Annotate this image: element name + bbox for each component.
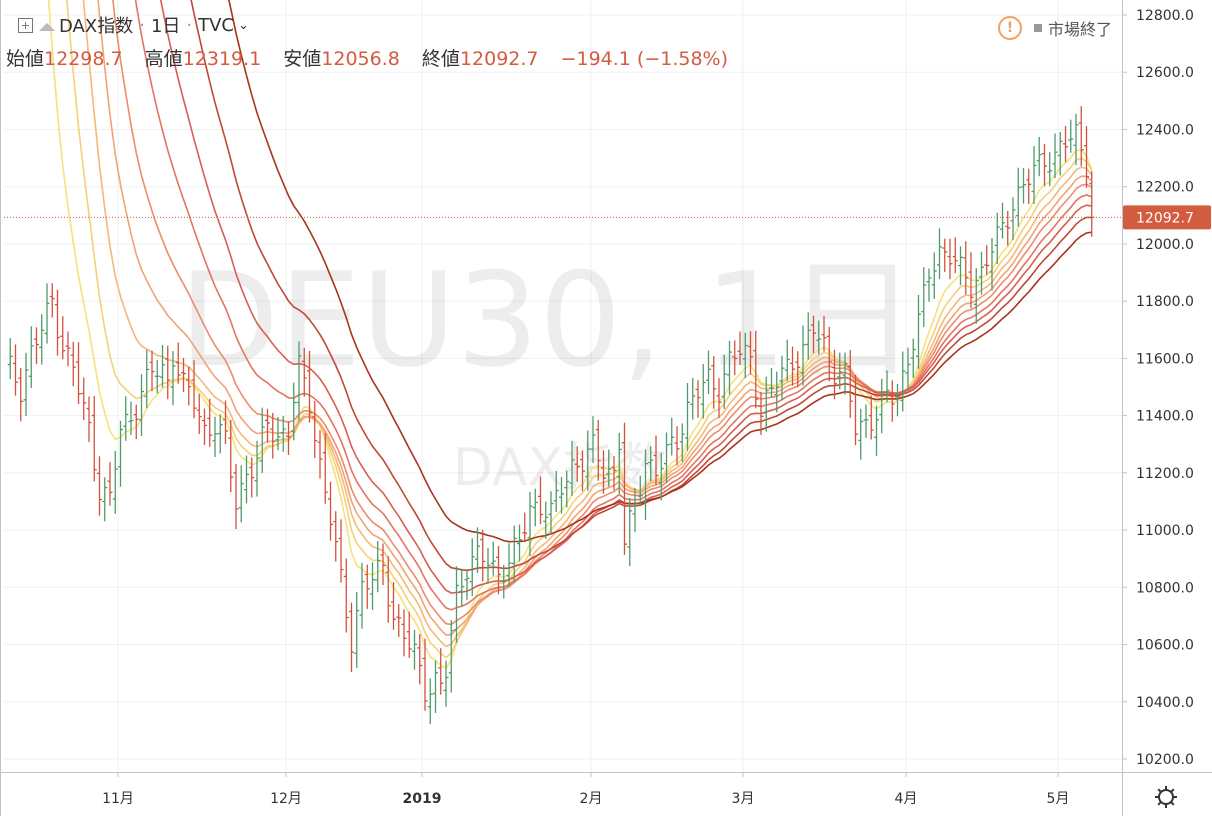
source-label[interactable]: TVC [198, 14, 235, 36]
watermark-main: DEU30, 1日 [179, 244, 917, 396]
settings-gear-tooth [1170, 788, 1175, 793]
high-value: 12319.1 [182, 48, 262, 70]
price-tick-label: 11400.0 [1136, 409, 1194, 425]
last-price-tag [1123, 205, 1211, 230]
time-tick-label: 2月 [580, 791, 603, 807]
warning-icon[interactable]: ! [997, 16, 1022, 40]
price-tick-label: 10400.0 [1136, 695, 1194, 711]
ohlc-row: 始値12298.7 高値12319.1 安値12056.8 終値12092.7 … [6, 44, 744, 71]
open-value: 12298.7 [44, 48, 123, 70]
symbol-name[interactable]: DAX指数 [59, 16, 134, 37]
time-tick-label: 3月 [732, 791, 755, 807]
symbol-row: DAX指数 · 1日 · TVC ⌄ [6, 12, 744, 38]
price-tick-label: 12000.0 [1136, 237, 1194, 253]
flag-icon[interactable] [39, 23, 55, 31]
low-label: 安値 [283, 48, 322, 70]
time-tick-label: 2019 [403, 791, 442, 807]
time-tick-label: 5月 [1047, 791, 1070, 807]
price-tick-label: 10800.0 [1136, 580, 1194, 596]
market-status: ! 市場終了 [997, 16, 1112, 40]
last-price-label: 12092.7 [1136, 210, 1194, 226]
add-symbol-icon[interactable] [18, 17, 33, 33]
status-dot-icon [1033, 24, 1042, 32]
price-tick-label: 12200.0 [1136, 180, 1194, 196]
settings-gear-tooth [1157, 788, 1162, 793]
market-status-text: 市場終了 [1047, 20, 1112, 39]
time-axis-bg [0, 772, 1212, 816]
ribbon-line-7 [159, 0, 1092, 594]
change-value: −194.1 (−1.58%) [560, 48, 729, 70]
settings-gear-tooth [1170, 801, 1175, 806]
price-tick-label: 12800.0 [1136, 8, 1194, 24]
price-tick-label: 10600.0 [1136, 638, 1194, 654]
open-label: 始値 [6, 48, 45, 70]
price-tick-label: 11800.0 [1136, 294, 1194, 310]
close-label: 終値 [421, 48, 460, 70]
price-tick-label: 12600.0 [1136, 65, 1194, 81]
chart-header: DAX指数 · 1日 · TVC ⌄ 始値12298.7 高値12319.1 安… [6, 12, 744, 71]
price-tick-label: 10200.0 [1136, 752, 1194, 768]
time-tick-label: 11月 [102, 791, 134, 807]
close-value: 12092.7 [459, 48, 539, 70]
price-tick-label: 12400.0 [1136, 122, 1194, 138]
price-tick-label: 11000.0 [1136, 523, 1194, 539]
price-axis-bg [1122, 0, 1212, 816]
ribbon-line-9 [228, 0, 1092, 543]
price-tick-label: 11600.0 [1136, 351, 1194, 367]
interval-label[interactable]: 1日 [150, 16, 181, 37]
time-tick-label: 12月 [270, 791, 302, 807]
chevron-down-icon[interactable]: ⌄ [238, 17, 249, 33]
settings-gear-tooth [1157, 801, 1162, 806]
ribbon-line-8 [190, 0, 1092, 572]
low-value: 12056.8 [321, 48, 400, 70]
time-tick-label: 4月 [895, 791, 918, 807]
price-tick-label: 11200.0 [1136, 466, 1194, 482]
high-label: 高値 [144, 48, 183, 70]
